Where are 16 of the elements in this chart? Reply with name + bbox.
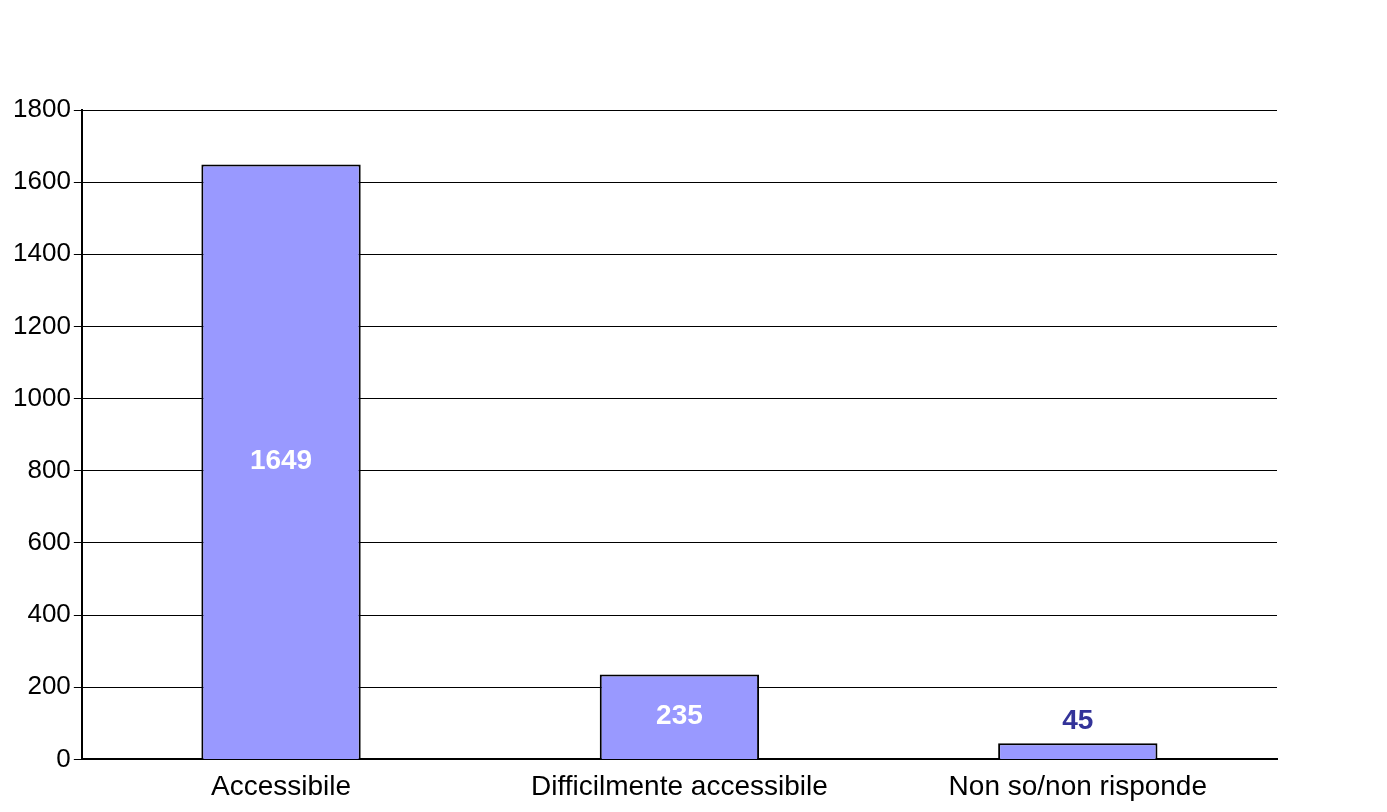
data-label: 1649 [249,444,313,476]
data-label: 45 [1062,703,1094,735]
y-tick-label: 1200 [13,309,71,340]
x-tick-label: Difficilmente accessibile [531,769,828,801]
data-label: 235 [656,699,703,731]
y-tick-label: 400 [27,598,71,629]
y-tick-label: 800 [27,453,71,484]
y-tick-label: 200 [27,670,71,701]
y-tick-label: 0 [56,742,71,773]
y-tick-label: 1800 [13,93,71,124]
x-tick-label: Non so/non risponde [948,769,1208,801]
y-tick-label: 1400 [13,237,71,268]
x-tick-label: Accessibile [211,769,352,801]
y-tick-label: 600 [27,526,71,557]
y-tick-label: 1000 [13,381,71,412]
y-tick-label: 1600 [13,165,71,196]
